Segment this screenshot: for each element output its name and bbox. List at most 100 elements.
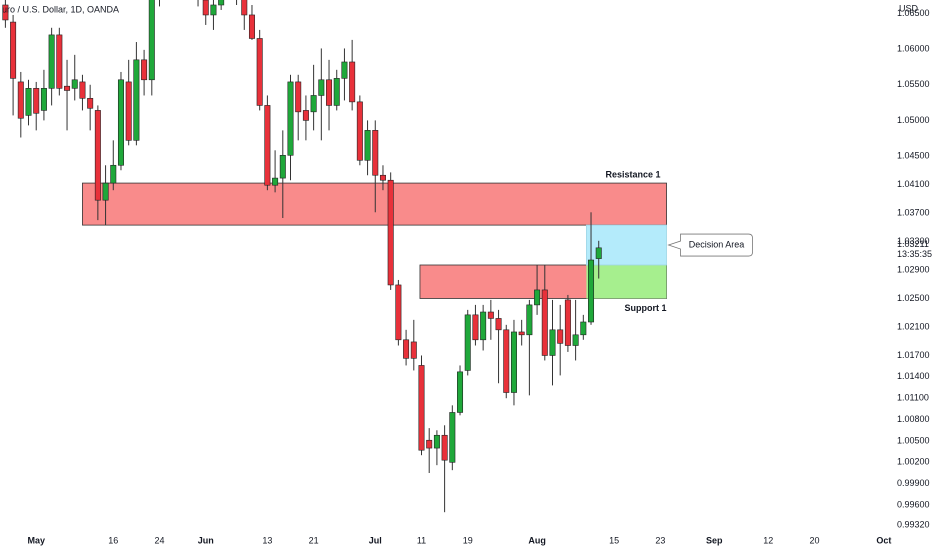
candle-body [25,88,32,116]
candle-body [572,334,579,346]
y-tick-label: 1.06000 [897,44,930,54]
candle-body [534,289,541,306]
candle-body [125,81,132,141]
x-tick-label: 15 [609,535,619,545]
candle-body [71,79,78,89]
candle-body [2,4,9,21]
candle-body [272,177,279,186]
x-tick-label: Jul [369,535,382,545]
callout-box [667,233,753,257]
candle-body [56,34,63,89]
y-tick-label: 1.03300 [897,236,930,246]
zone-label: Resistance 1 [605,169,660,179]
x-tick-label: Sep [706,535,723,545]
candle-body [410,341,417,359]
candle-body [218,0,225,6]
candle-body [256,38,263,106]
candle-body [10,21,17,79]
candle-body [287,81,294,156]
y-tick-label: 0.99320 [897,519,930,529]
x-tick-label: 23 [655,535,665,545]
y-tick-label: 1.02500 [897,293,930,303]
x-tick-label: 21 [309,535,319,545]
candle-body [33,88,40,114]
candle-body [526,304,533,336]
candle-body [110,164,117,184]
candle-body [356,101,363,161]
candle-body [17,81,24,119]
candle-body [241,0,248,16]
candle-body [557,329,564,344]
zone-label: Decision Area [689,239,745,249]
y-tick-label: 1.00500 [897,435,930,445]
candle-body [264,105,271,186]
candle-body [541,289,548,356]
y-tick-label: 1.01700 [897,350,930,360]
candle-body [480,311,487,341]
zone [586,265,667,299]
candle-body [117,79,124,166]
y-tick-label: 0.99900 [897,478,930,488]
candle-body [79,81,86,99]
x-tick-label: May [27,535,45,545]
candle-body [364,130,371,161]
candle-body [64,85,71,91]
x-tick-label: 13 [262,535,272,545]
candle-body [210,4,217,16]
y-tick-label: 0.99600 [897,499,930,509]
candle-body [372,130,379,176]
candle-body [418,365,425,451]
chart-title: uro / U.S. Dollar, 1D, OANDA [2,4,119,14]
y-tick-label: 1.06500 [897,8,930,18]
candle-body [40,88,47,111]
candle-body [87,98,94,109]
y-tick-label: 1.02900 [897,264,930,274]
candle-body [102,182,109,201]
candle-body [580,321,587,336]
x-tick-label: 20 [809,535,819,545]
x-tick-label: Aug [528,535,546,545]
candle-body [403,339,410,359]
candle-body [495,318,502,331]
y-tick-label: 1.04500 [897,150,930,160]
countdown-label: 13:35:35 [897,249,932,259]
x-tick-label: 24 [154,535,164,545]
candle-body [94,110,101,201]
candle-body [441,434,448,461]
price-label: 1.03211 [897,239,929,249]
candle-body [318,79,325,96]
candle-body [395,284,402,341]
y-tick-label: 1.02100 [897,321,930,331]
candle-body [302,110,309,121]
y-tick-label: 1.01100 [897,393,929,403]
candle-body [333,78,340,106]
y-tick-label: 1.00200 [897,457,930,467]
candle-body [148,0,155,81]
x-tick-label: 16 [108,535,118,545]
candle-body [503,329,510,393]
candle-body [48,34,55,89]
y-tick-label: 1.05000 [897,115,930,125]
candle-body [295,81,302,113]
candle-body [141,59,148,81]
candle-body [588,259,595,323]
candle-body [549,329,556,356]
candle-body [510,331,517,393]
x-tick-label: 19 [463,535,473,545]
y-tick-label: 1.01400 [897,371,930,381]
y-tick-label: 1.05500 [897,79,930,89]
y-tick-label: 1.04100 [897,179,930,189]
candle-body [433,434,440,449]
candle-body [279,154,286,179]
x-tick-label: 12 [763,535,773,545]
candle-body [564,299,571,346]
candle-body [487,311,494,319]
zone-label: Support 1 [625,303,667,313]
plot-area [2,0,667,513]
candle-body [133,59,140,141]
candle-body [464,314,471,371]
candle-body [472,314,479,341]
currency-label: USD [899,3,919,13]
candle-body [349,61,356,103]
